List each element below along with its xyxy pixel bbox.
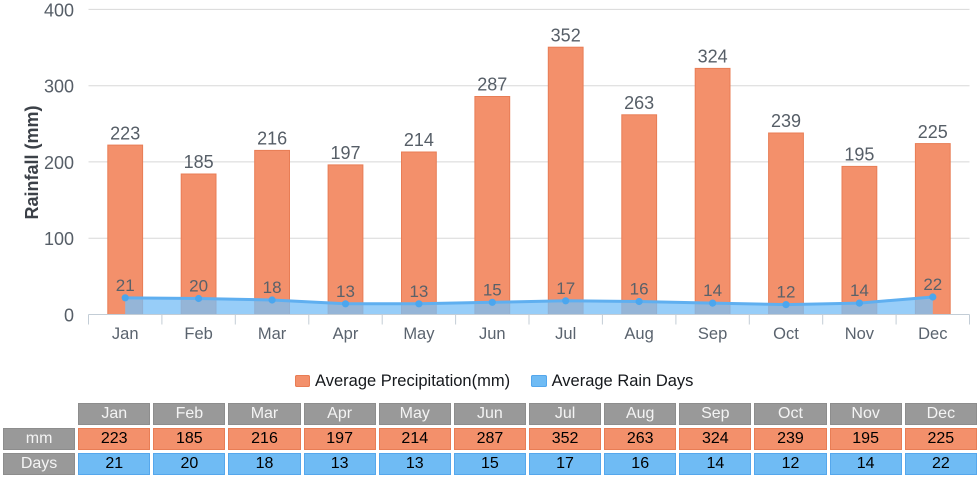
svg-text:0: 0 bbox=[64, 306, 74, 326]
svg-text:Jul: Jul bbox=[555, 325, 576, 343]
svg-text:287: 287 bbox=[477, 75, 507, 95]
svg-text:Mar: Mar bbox=[258, 325, 287, 343]
svg-text:Apr: Apr bbox=[333, 325, 359, 343]
svg-text:17: 17 bbox=[556, 279, 575, 298]
svg-text:Nov: Nov bbox=[845, 325, 875, 343]
svg-text:263: 263 bbox=[624, 93, 654, 113]
svg-text:216: 216 bbox=[257, 129, 287, 149]
svg-text:239: 239 bbox=[771, 111, 801, 131]
svg-text:Jun: Jun bbox=[479, 325, 506, 343]
svg-text:18: 18 bbox=[263, 278, 282, 297]
svg-text:13: 13 bbox=[336, 282, 355, 301]
svg-text:200: 200 bbox=[44, 153, 74, 173]
svg-text:14: 14 bbox=[703, 281, 722, 300]
svg-text:20: 20 bbox=[189, 277, 208, 296]
svg-text:Jan: Jan bbox=[112, 325, 139, 343]
svg-text:Feb: Feb bbox=[184, 325, 212, 343]
svg-text:12: 12 bbox=[777, 283, 796, 302]
svg-text:185: 185 bbox=[184, 152, 214, 172]
svg-text:21: 21 bbox=[116, 276, 135, 295]
svg-text:Dec: Dec bbox=[918, 325, 947, 343]
svg-text:16: 16 bbox=[630, 280, 649, 299]
svg-text:14: 14 bbox=[850, 281, 869, 300]
svg-text:400: 400 bbox=[44, 0, 74, 20]
svg-text:100: 100 bbox=[44, 229, 74, 249]
svg-text:324: 324 bbox=[698, 47, 728, 67]
svg-text:Sep: Sep bbox=[698, 325, 727, 343]
svg-text:Rainfall (mm): Rainfall (mm) bbox=[22, 105, 42, 219]
svg-text:300: 300 bbox=[44, 77, 74, 97]
svg-text:225: 225 bbox=[918, 122, 948, 142]
svg-text:195: 195 bbox=[844, 145, 874, 165]
svg-text:May: May bbox=[403, 325, 435, 343]
svg-text:13: 13 bbox=[409, 282, 428, 301]
svg-text:22: 22 bbox=[923, 275, 942, 294]
svg-text:Oct: Oct bbox=[773, 325, 799, 343]
svg-text:15: 15 bbox=[483, 280, 502, 299]
svg-text:352: 352 bbox=[551, 25, 581, 45]
svg-text:214: 214 bbox=[404, 130, 434, 150]
svg-text:Aug: Aug bbox=[624, 325, 653, 343]
svg-text:223: 223 bbox=[110, 123, 140, 143]
svg-text:197: 197 bbox=[330, 143, 360, 163]
